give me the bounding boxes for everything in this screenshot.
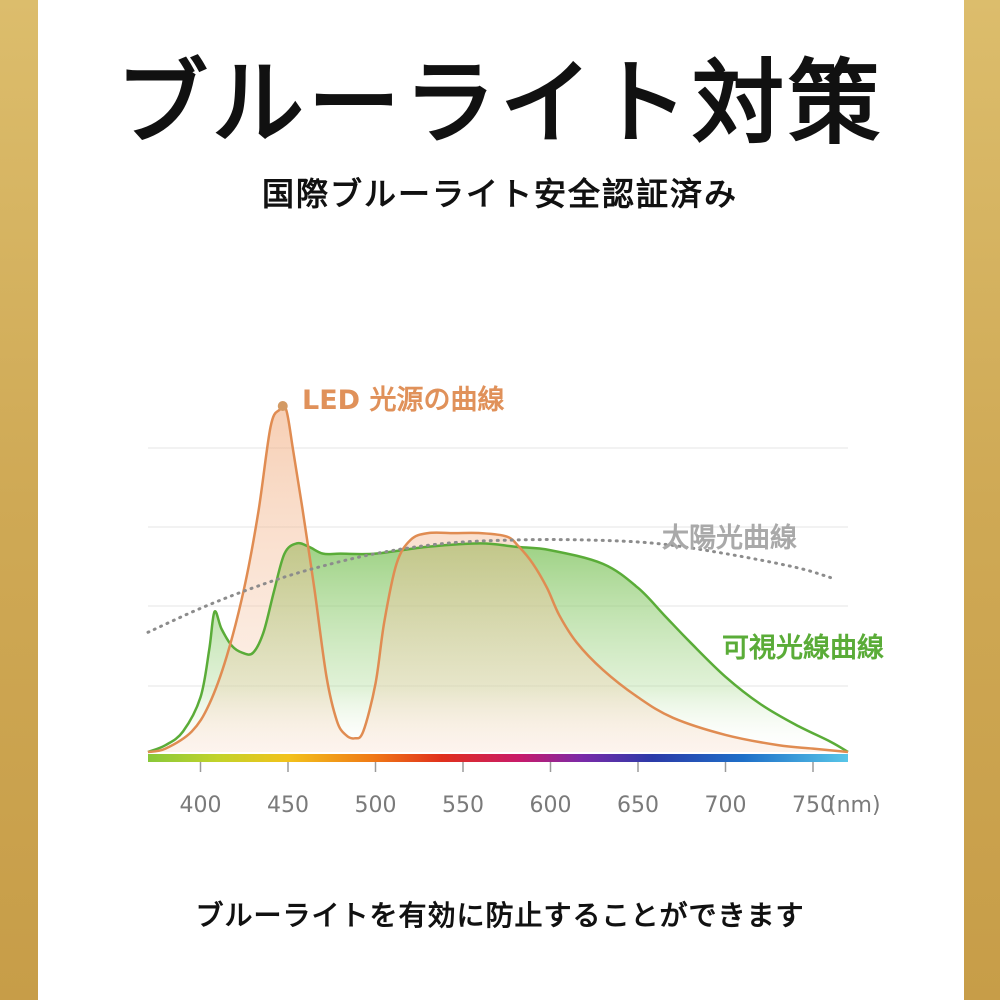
legend-label-visible: 可視光線曲線 (722, 632, 884, 664)
led-light-line (147, 404, 849, 754)
color-spectrum-bar (148, 754, 848, 762)
right-gold-border (964, 0, 1000, 1000)
sunlight-line (146, 538, 832, 634)
legend-label-sun: 太陽光曲線 (662, 522, 797, 554)
footer-tagline: ブルーライトを有効に防止することができます (195, 899, 805, 932)
x-tick-label: 400 (180, 793, 222, 818)
led-light-area (148, 406, 848, 752)
x-axis-unit: (nm) (828, 793, 881, 818)
visible-light-line (147, 541, 849, 754)
x-tick-label: 550 (442, 793, 484, 818)
x-tick-label: 700 (705, 793, 747, 818)
x-tick-label: 450 (267, 793, 309, 818)
x-tick-label: 650 (617, 793, 659, 818)
x-tick-label: 500 (355, 793, 397, 818)
legend-label-led: LED 光源の曲線 (302, 384, 504, 416)
left-gold-border (0, 0, 38, 1000)
page-title: ブルーライト対策 (115, 50, 884, 157)
page-subtitle: 国際ブルーライト安全認証済み (261, 175, 738, 213)
led-peak-marker (277, 401, 288, 411)
x-tick-label: 600 (530, 793, 572, 818)
x-tick-label: 750 (792, 793, 834, 818)
